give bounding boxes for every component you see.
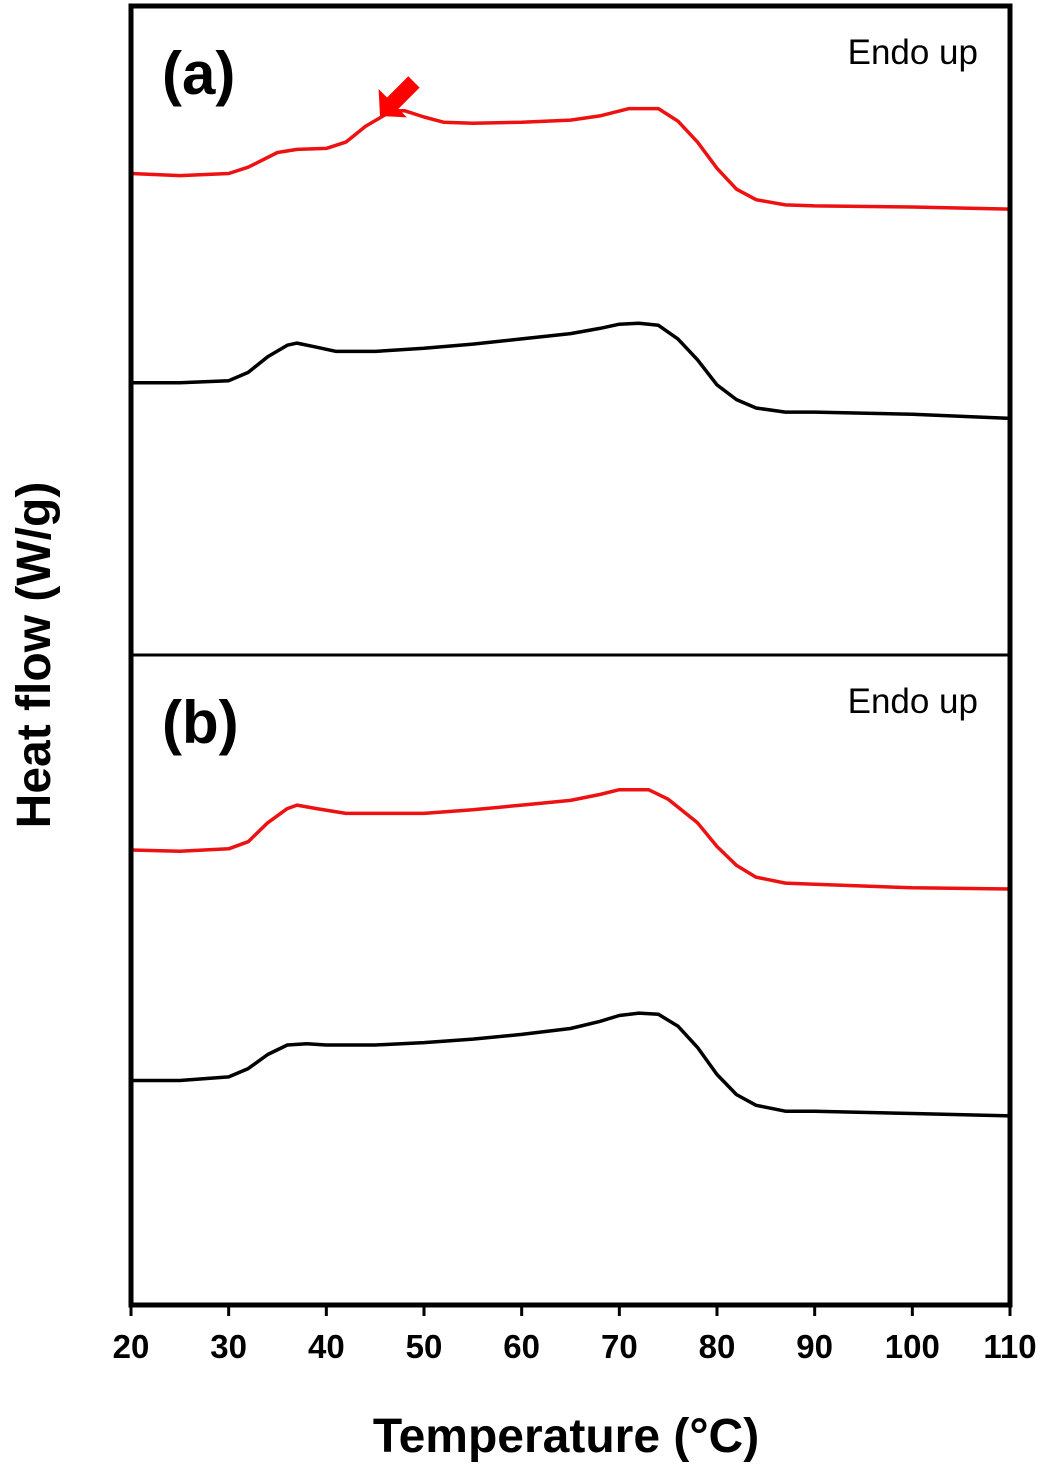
y-axis-title: Heat flow (W/g) xyxy=(8,482,61,829)
x-tick-label: 60 xyxy=(503,1328,540,1365)
x-tick-label: 40 xyxy=(308,1328,345,1365)
series-line-black xyxy=(129,1011,1012,1118)
panel-a: (a) Endo up xyxy=(129,33,1012,421)
series-line-black xyxy=(129,321,1012,421)
arrow-shape xyxy=(378,76,420,118)
x-tick-label: 70 xyxy=(601,1328,638,1365)
panel-label: (b) xyxy=(162,689,239,756)
series-line-red xyxy=(129,787,1012,891)
panel-b: (b) Endo up xyxy=(129,682,1012,1118)
endo-up-annotation: Endo up xyxy=(848,33,978,72)
x-tick-label: 20 xyxy=(113,1328,150,1365)
series-line-red xyxy=(129,106,1012,211)
endo-up-annotation: Endo up xyxy=(848,682,978,721)
x-tick-label: 50 xyxy=(406,1328,443,1365)
red-arrow-marker xyxy=(378,76,420,118)
x-axis-title: Temperature (°C) xyxy=(373,1410,759,1463)
x-tick-label: 30 xyxy=(210,1328,247,1365)
panels-layer: (a) Endo up (b) Endo up xyxy=(128,3,1013,1308)
x-tick-label: 90 xyxy=(796,1328,833,1365)
x-axis: 20 30 40 50 60 70 80 90 100 110 xyxy=(113,1305,1037,1365)
x-tick-label: 100 xyxy=(885,1328,940,1365)
x-tick-label: 110 xyxy=(983,1328,1036,1365)
panel-label: (a) xyxy=(162,40,235,107)
x-tick-label: 80 xyxy=(699,1328,736,1365)
